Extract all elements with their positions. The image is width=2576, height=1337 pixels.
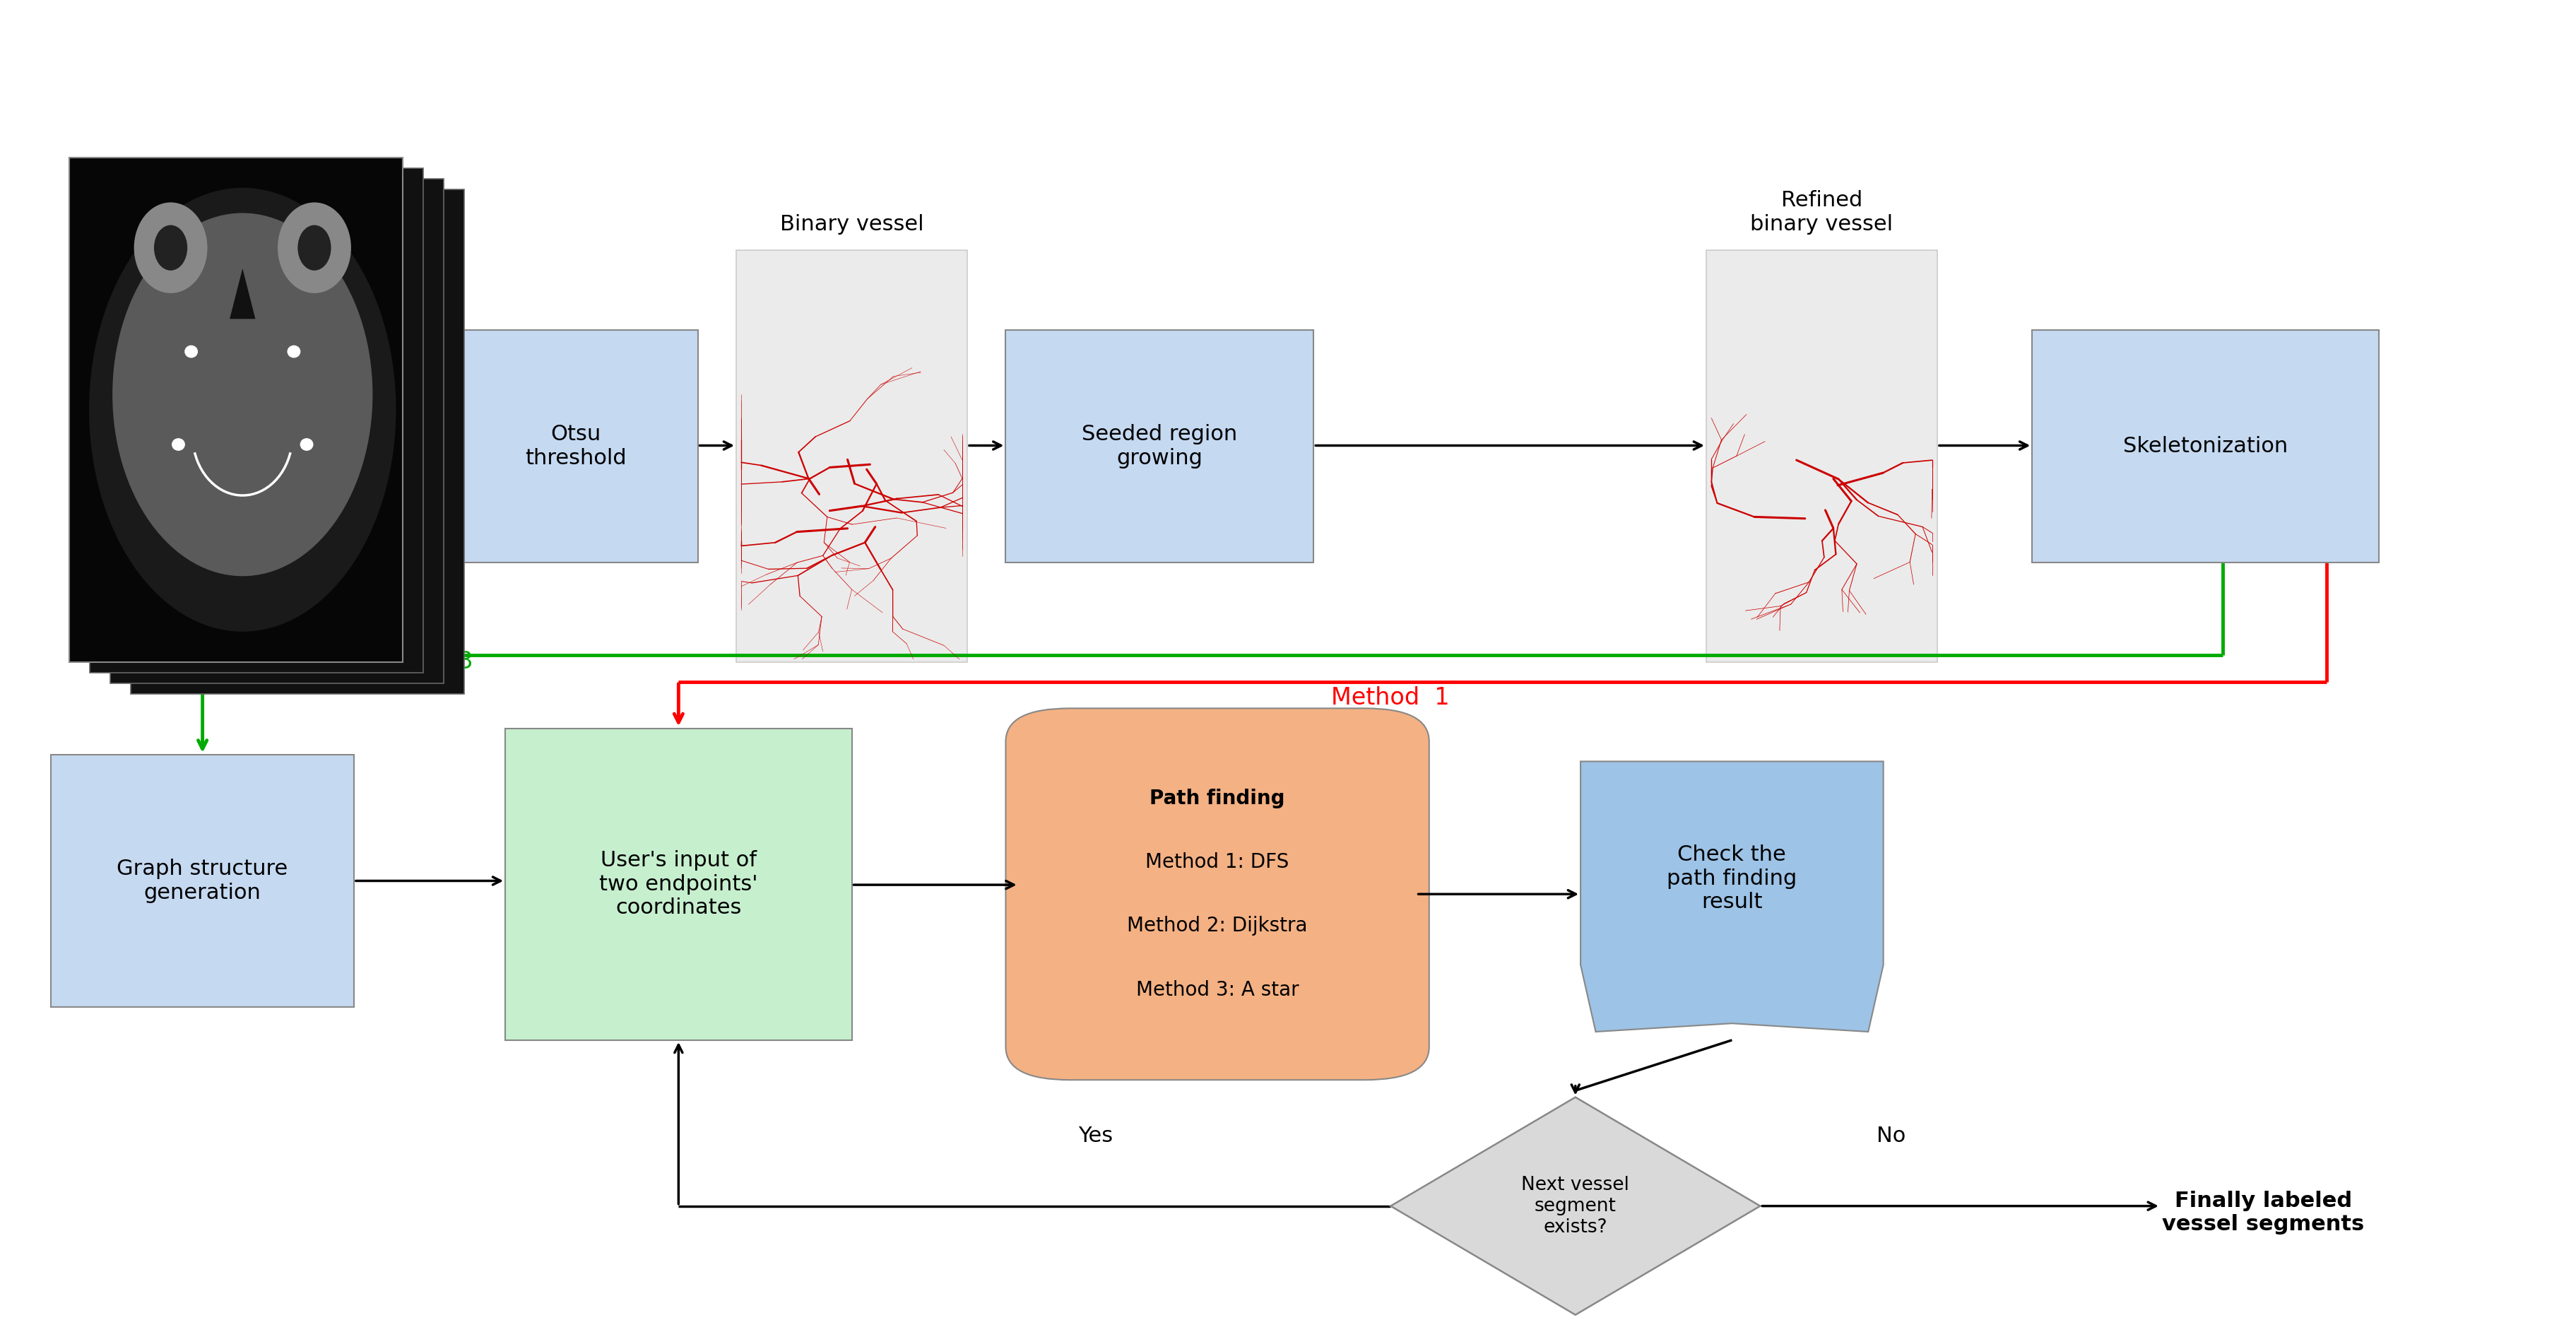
Bar [131,190,464,694]
Ellipse shape [185,345,198,358]
Ellipse shape [113,213,374,576]
Bar [70,158,402,662]
Bar [2032,330,2378,563]
FancyBboxPatch shape [1005,709,1430,1080]
Text: Method 2: Dijkstra: Method 2: Dijkstra [1128,916,1309,936]
Text: No: No [1875,1126,1906,1146]
Text: Seeded region
growing: Seeded region growing [1082,424,1236,468]
Text: Method  1: Method 1 [1332,686,1450,710]
Text: Skeletonization: Skeletonization [2123,436,2287,456]
Text: User's input of
two endpoints'
coordinates: User's input of two endpoints' coordinat… [600,850,757,919]
Ellipse shape [278,202,350,293]
Bar [737,250,966,662]
Text: Path finding: Path finding [1149,789,1285,809]
Ellipse shape [134,202,209,293]
Text: Finally labeled
vessel segments: Finally labeled vessel segments [2161,1190,2365,1235]
Text: Binary vessel: Binary vessel [781,214,925,234]
Text: Refined
binary vessel: Refined binary vessel [1749,190,1893,234]
Bar [70,158,402,662]
Ellipse shape [299,225,332,270]
Text: Method 3: A star: Method 3: A star [1136,980,1298,1000]
Ellipse shape [155,225,188,270]
Ellipse shape [90,187,397,631]
Ellipse shape [299,439,314,451]
Ellipse shape [286,345,301,358]
Bar [453,330,698,563]
PathPatch shape [1582,761,1883,1032]
Bar [1005,330,1314,563]
Text: Graph structure
generation: Graph structure generation [116,858,289,902]
Polygon shape [229,269,255,320]
Bar [1705,250,1937,662]
Text: Check the
path finding
result: Check the path finding result [1667,845,1798,912]
Ellipse shape [173,439,185,451]
Text: Otsu
threshold: Otsu threshold [526,424,626,468]
Bar [90,168,422,673]
Text: Next vessel
segment
exists?: Next vessel segment exists? [1522,1175,1631,1237]
Bar [52,755,353,1007]
Bar [505,729,853,1040]
Text: Yes: Yes [1079,1126,1113,1146]
Polygon shape [1391,1098,1759,1314]
Text: Method 1: DFS: Method 1: DFS [1146,853,1288,872]
Text: Method 2, 3: Method 2, 3 [332,650,474,674]
Bar [111,179,443,683]
